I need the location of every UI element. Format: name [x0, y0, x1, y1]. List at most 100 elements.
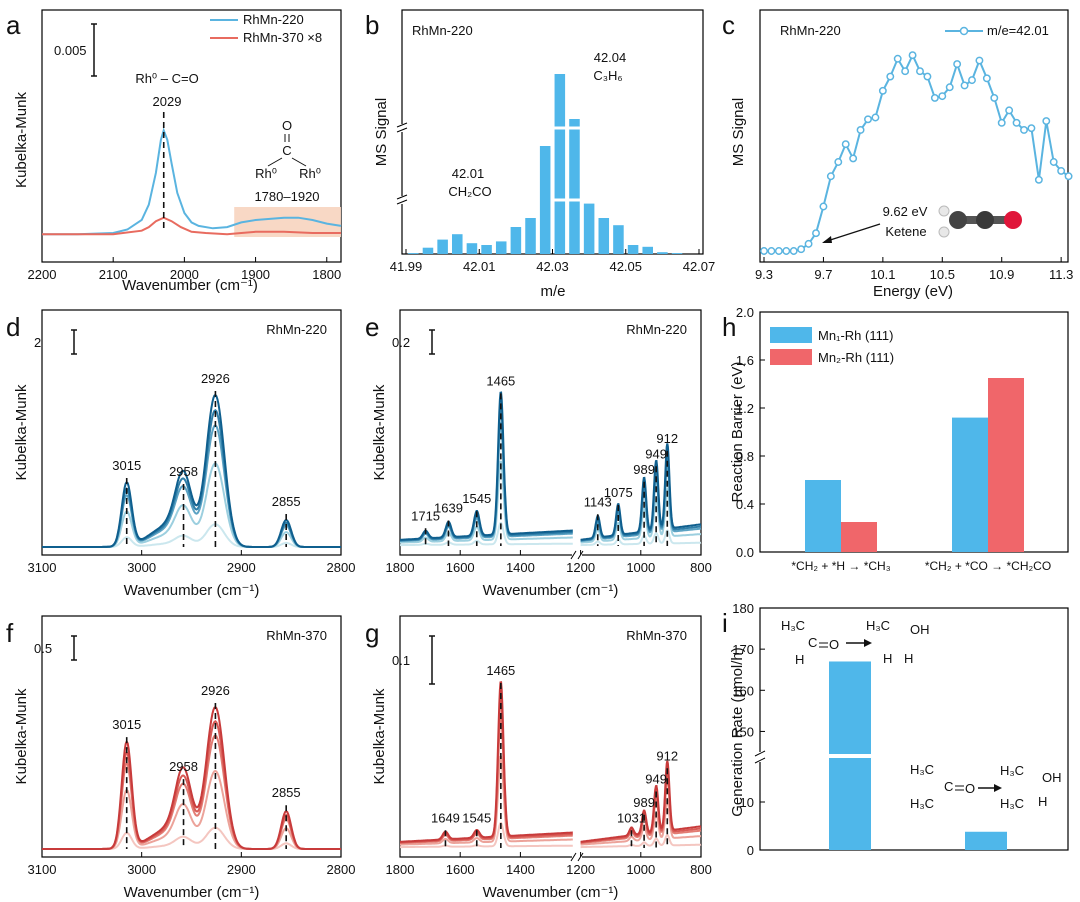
data-point — [990, 93, 999, 102]
bar — [481, 245, 492, 254]
peak-label: 1031 — [617, 810, 646, 825]
panel-letter-h: h — [722, 312, 736, 342]
axis-break-mark — [754, 750, 766, 757]
data-point — [893, 54, 902, 63]
panel-d-x-tick-label: 3100 — [28, 560, 57, 575]
panel-b-x-tick-label: 42.03 — [536, 259, 569, 274]
panel-h-y-tick-label: 1.6 — [736, 353, 754, 368]
bar — [437, 239, 448, 254]
panel-i-y-tick-label: 150 — [732, 724, 754, 739]
data-point — [878, 86, 887, 95]
data-point — [804, 239, 813, 248]
peak-label: 1465 — [486, 663, 515, 678]
panel-a-scale-label: 0.005 — [54, 43, 87, 58]
peak-label: 2855 — [272, 785, 301, 800]
panel-b-x-tick-label: 42.01 — [463, 259, 496, 274]
panel-e-title: RhMn-220 — [626, 322, 687, 337]
axis-break-mark — [570, 852, 577, 862]
bar — [598, 218, 610, 254]
peak-label: 912 — [656, 748, 678, 763]
hydrogen-atom — [938, 205, 950, 217]
peak-label: 1545 — [462, 491, 491, 506]
annotation-onset: 9.62 eV — [883, 204, 928, 219]
molecule-label: H — [904, 651, 913, 666]
panel-g-x-tick-label: 1200 — [566, 862, 595, 877]
panel-d-x-tick-label: 3000 — [127, 560, 156, 575]
data-point — [886, 72, 895, 81]
bridge-bond — [267, 157, 283, 167]
peak-label: 3015 — [112, 717, 141, 732]
panel-e-frame — [399, 309, 702, 556]
bridge-C: C — [282, 143, 291, 158]
legend-label: Mn₁-Rh (111) — [818, 328, 893, 343]
peak-label: 2855 — [272, 494, 301, 509]
peak-label: 989 — [633, 462, 655, 477]
panel-h-ylabel: Reaction Barrier (eV) — [729, 362, 746, 503]
spectrum-line — [400, 755, 573, 846]
panel-e-x-tick-label: 800 — [690, 560, 712, 575]
spectrum-line — [42, 424, 341, 548]
panel-g-ylabel: Kubelka-Munk — [371, 688, 388, 784]
panel-c-x-tick-label: 10.9 — [989, 267, 1014, 282]
panel-h-y-tick-label: 0.4 — [736, 497, 754, 512]
spectrum-line — [400, 821, 573, 849]
molecule-label: C — [808, 635, 817, 650]
axis-break-mask — [571, 853, 582, 861]
panel-g-frame — [399, 615, 702, 858]
annotation-formula-left: CH₂CO — [448, 184, 491, 199]
panel-d-x-tick-label: 2800 — [327, 560, 356, 575]
bridge-Rh-right: Rh⁰ — [299, 166, 321, 181]
axis-break-mark — [396, 199, 408, 205]
bar — [829, 758, 871, 850]
panel-i-ylabel: Generation Rate (μmol/h) — [729, 647, 746, 817]
molecule-label: OH — [910, 622, 930, 637]
bar — [805, 480, 841, 552]
data-point — [871, 113, 880, 122]
bridge-bond — [291, 157, 307, 167]
bar — [569, 119, 580, 254]
spectrum-line — [580, 760, 702, 843]
oxygen-atom — [1004, 211, 1022, 229]
data-point — [997, 118, 1006, 127]
data-point — [834, 158, 843, 166]
panel-b-x-tick-label: 42.07 — [683, 259, 716, 274]
data-point — [968, 76, 976, 85]
panel-i-y-tick-label: 160 — [732, 683, 754, 698]
axis-break-mask — [397, 196, 407, 204]
panel-f-xlabel: Wavenumber (cm⁻¹) — [124, 884, 260, 901]
peak-label: 949 — [645, 446, 667, 461]
peak-label: 1545 — [462, 810, 491, 825]
series-line-m42 — [764, 52, 1070, 252]
arrow-head — [822, 236, 832, 243]
bar — [510, 227, 522, 254]
bar — [408, 253, 419, 254]
molecule-label: H₃C — [910, 762, 934, 777]
bar — [829, 661, 871, 756]
data-point — [826, 172, 835, 181]
annotation-species: Rh⁰ – C=O — [135, 71, 198, 86]
panel-a-xlabel: Wavenumber (cm⁻¹) — [122, 277, 258, 294]
data-point — [908, 51, 917, 60]
annotation-arrow — [823, 223, 881, 243]
panel-b-x-tick-label: 41.99 — [390, 259, 423, 274]
data-point — [982, 74, 991, 83]
panel-d-frame — [41, 309, 342, 556]
panel-letter-a: a — [6, 10, 21, 40]
panel-e-x-tick-label: 1000 — [626, 560, 655, 575]
spectrum-line — [42, 393, 341, 548]
panel-h-y-tick-label: 0.0 — [736, 545, 754, 560]
spectrum-line — [580, 797, 701, 846]
molecule-label: H — [1038, 794, 1047, 809]
category-label: *CH₂ + *H → *CH₃ — [791, 559, 890, 573]
legend-marker — [959, 26, 969, 36]
panel-f-x-tick-label: 2900 — [227, 862, 256, 877]
panel-f-x-tick-label: 2800 — [327, 862, 356, 877]
panel-letter-g: g — [365, 618, 379, 648]
axis-break-gap — [552, 126, 692, 130]
peak-label: 949 — [645, 772, 667, 787]
bar — [495, 241, 507, 254]
bar — [466, 243, 478, 254]
bar — [671, 253, 683, 254]
data-point — [1049, 158, 1058, 166]
